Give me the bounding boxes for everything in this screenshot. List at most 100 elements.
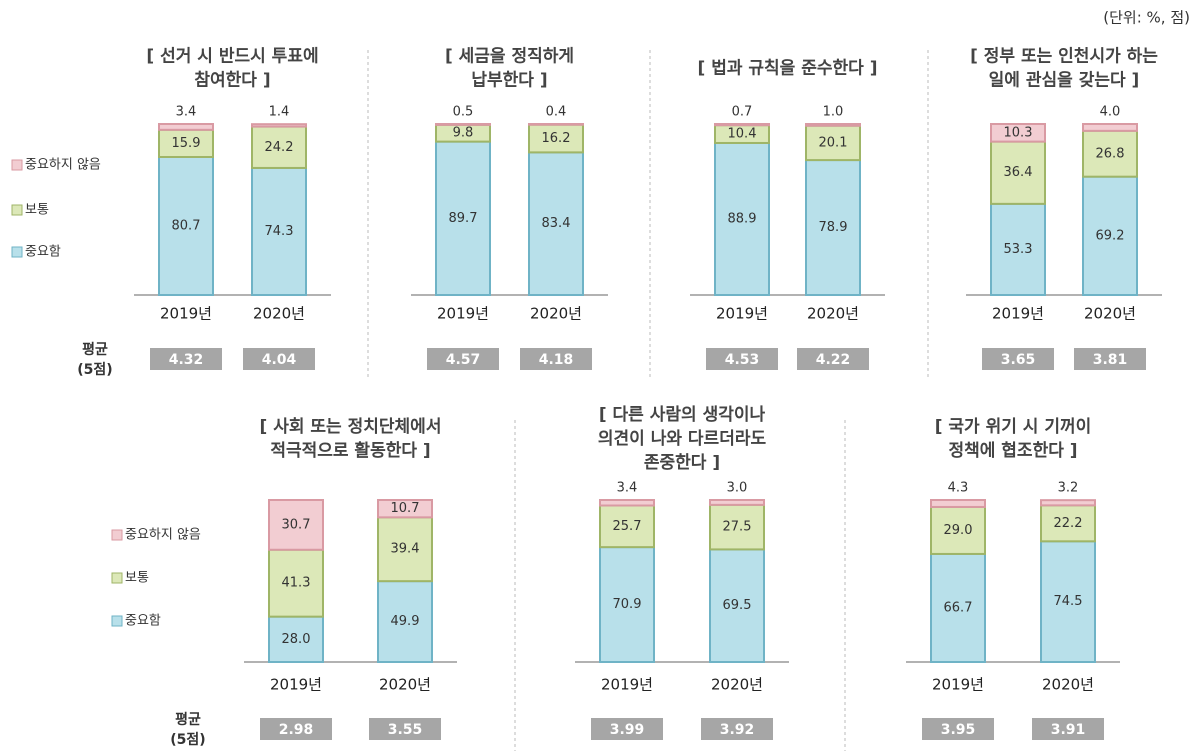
average-value: 3.95: [941, 722, 976, 738]
value-label: 36.4: [1004, 165, 1033, 180]
chart-title: 정책에 협조한다 ]: [948, 440, 1077, 461]
value-label: 15.9: [172, 136, 201, 151]
bar-segment: [805, 124, 861, 162]
value-label: 69.5: [723, 598, 752, 613]
chart-title: [ 정부 또는 인천시가 하는: [970, 47, 1158, 67]
bar-segment: [1082, 175, 1138, 296]
chart-title: 존중한다 ]: [644, 453, 720, 473]
value-label: 10.7: [391, 501, 420, 516]
value-label: 66.7: [944, 600, 973, 615]
average-value: 4.32: [169, 352, 204, 368]
value-label: 3.0: [727, 481, 748, 496]
average-box: [591, 718, 663, 740]
average-label: 평균: [175, 711, 201, 728]
x-tick-label: 2019년: [601, 676, 653, 694]
value-label: 20.1: [819, 135, 848, 150]
legend-swatch: [111, 572, 123, 584]
value-label: 3.4: [176, 105, 197, 120]
bar-segment: [714, 123, 770, 127]
value-label: 3.4: [617, 481, 638, 496]
chart-title: [ 다른 사람의 생각이나: [599, 404, 766, 425]
value-label: 3.2: [1058, 481, 1079, 496]
value-label: 69.2: [1096, 228, 1125, 243]
average-value: 3.99: [610, 722, 645, 738]
bar-segment: [599, 499, 655, 507]
chart-title: [ 법과 규칙을 준수한다 ]: [698, 59, 878, 79]
x-tick-label: 2020년: [711, 676, 763, 694]
chart-title: [ 선거 시 반드시 투표에: [146, 47, 318, 67]
value-label: 0.4: [546, 105, 567, 120]
value-label: 0.5: [453, 105, 474, 120]
bar-segment: [158, 156, 214, 296]
legend-label: 보통: [125, 571, 149, 586]
average-label: (5점): [77, 361, 112, 378]
average-value: 3.81: [1093, 352, 1128, 368]
average-value: 4.18: [539, 352, 574, 368]
bar-segment: [251, 123, 307, 128]
average-box: [701, 718, 773, 740]
value-label: 89.7: [449, 211, 478, 226]
value-label: 80.7: [172, 219, 201, 234]
average-value: 4.22: [816, 352, 851, 368]
value-label: 83.4: [542, 216, 571, 231]
x-tick-label: 2020년: [530, 305, 582, 323]
average-value: 3.65: [1001, 352, 1036, 368]
value-label: 78.9: [819, 220, 848, 235]
average-value: 3.55: [388, 722, 423, 738]
bar-segment: [709, 499, 765, 506]
average-value: 2.98: [279, 722, 314, 738]
unit-label: (단위: %, 점): [1103, 9, 1190, 27]
value-label: 1.0: [823, 105, 844, 120]
bar-segment: [990, 123, 1046, 143]
x-tick-label: 2019년: [932, 676, 984, 694]
value-label: 74.5: [1054, 594, 1083, 609]
value-label: 26.8: [1096, 146, 1125, 161]
average-box: [922, 718, 994, 740]
x-tick-label: 2020년: [807, 305, 859, 323]
average-box: [150, 348, 222, 370]
legend-swatch: [11, 159, 23, 171]
x-tick-label: 2020년: [1084, 305, 1136, 323]
chart-title: 참여한다 ]: [194, 70, 270, 91]
chart-title: [ 사회 또는 정치단체에서: [260, 417, 442, 437]
value-label: 74.3: [265, 224, 294, 239]
x-tick-label: 2020년: [253, 305, 305, 323]
average-value: 3.91: [1051, 722, 1086, 738]
bar-segment: [709, 548, 765, 663]
average-box: [706, 348, 778, 370]
bar-segment: [251, 166, 307, 297]
bar-segment: [1040, 499, 1096, 507]
bar-segment: [1082, 129, 1138, 178]
average-box: [1032, 718, 1104, 740]
average-box: [1074, 348, 1146, 370]
chart-title: [ 국가 위기 시 기꺼이: [935, 417, 1092, 437]
bar-segment: [268, 499, 324, 551]
bar-segment: [435, 123, 491, 126]
average-box: [520, 348, 592, 370]
average-label: (5점): [170, 731, 205, 748]
average-box: [982, 348, 1054, 370]
legend-swatch: [11, 246, 23, 258]
chart-title: 일에 관심을 갖는다 ]: [989, 71, 1140, 91]
bar-segment: [528, 123, 584, 126]
value-label: 25.7: [613, 519, 642, 534]
x-tick-label: 2020년: [1042, 676, 1094, 694]
x-tick-label: 2019년: [992, 305, 1044, 323]
bar-segment: [714, 141, 770, 296]
average-box: [243, 348, 315, 370]
legend-label: 중요함: [25, 245, 61, 260]
x-tick-label: 2020년: [379, 676, 431, 694]
value-label: 4.0: [1100, 105, 1121, 120]
average-value: 3.92: [720, 722, 755, 738]
average-box: [427, 348, 499, 370]
bar-segment: [158, 128, 214, 159]
bar-segment: [158, 123, 214, 131]
legend-swatch: [111, 615, 123, 627]
value-label: 30.7: [282, 517, 311, 532]
bar-segment: [930, 499, 986, 508]
average-value: 4.53: [725, 352, 760, 368]
value-label: 39.4: [391, 542, 420, 557]
bar-segment: [990, 140, 1046, 205]
bar-segment: [528, 123, 584, 154]
x-tick-label: 2019년: [270, 676, 322, 694]
